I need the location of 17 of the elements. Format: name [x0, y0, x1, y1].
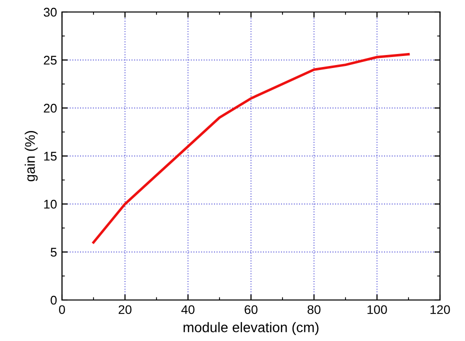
line-series	[92, 52, 410, 244]
y-tick-label: 20	[44, 104, 57, 113]
x-tick-label: 80	[308, 305, 320, 314]
x-tick-label: 40	[181, 305, 194, 314]
y-axis-title: gain (%)	[24, 131, 38, 182]
y-tick-label: 25	[44, 56, 57, 65]
y-tick-label: 5	[50, 248, 57, 257]
y-tick-label: 30	[44, 8, 57, 17]
x-axis-title: module elevation (cm)	[184, 322, 318, 336]
x-tick-label: 120	[430, 305, 450, 314]
y-tick-label: 0	[50, 296, 57, 305]
x-tick-label: 60	[244, 305, 258, 314]
x-tick-label: 0	[59, 305, 65, 314]
y-tick-label: 10	[44, 200, 57, 209]
x-tick-label: 100	[368, 305, 387, 314]
x-tick-label: 20	[118, 305, 132, 314]
y-tick-label: 15	[44, 152, 57, 161]
